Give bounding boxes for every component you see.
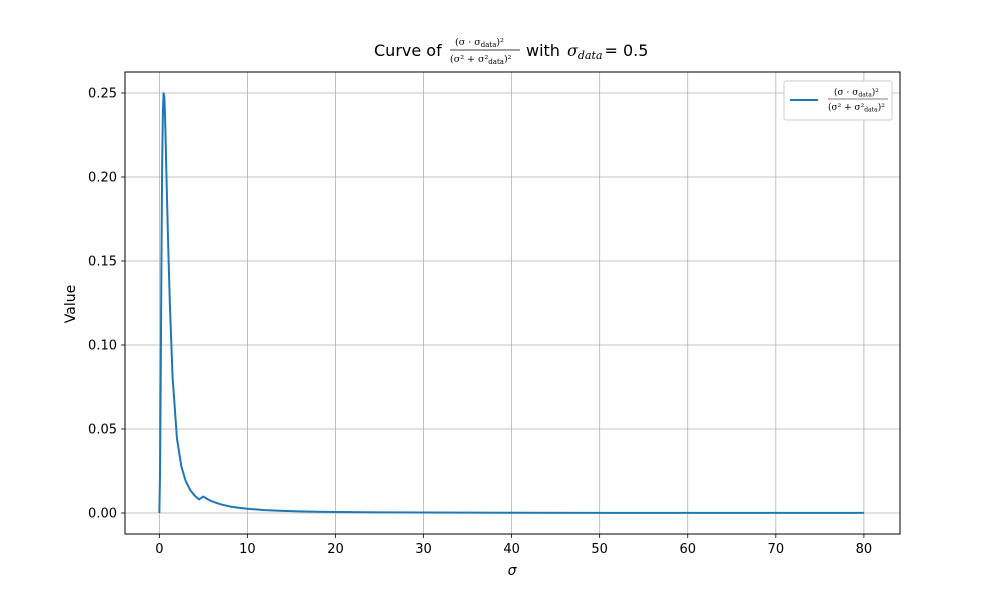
y-tick-label: 0.25 [88,87,117,102]
x-tick-label: 50 [591,542,608,557]
x-tick-label: 70 [768,542,785,557]
title-prefix: Curve of [374,41,442,60]
series-layer [158,92,864,514]
title-num-sub: data [481,41,497,49]
title-sigma-sub: data [578,49,603,62]
x-tick-label: 40 [503,542,520,557]
series-line [158,92,864,514]
x-tick-label: 30 [415,542,432,557]
x-tick-label: 10 [239,542,256,557]
title-sigma-data: σdata = 0.5 [567,41,648,62]
title-den-sub: data [488,58,504,66]
title-num-close: )² [496,37,504,48]
x-tick-label: 60 [679,542,696,557]
x-tick-label: 0 [155,542,163,557]
y-tick-label: 0.10 [88,339,117,354]
y-tick-label: 0.15 [88,255,117,270]
x-axis-label: σ [508,563,518,579]
title-den-close: )² [504,54,512,65]
chart-title: Curve of (σ · σdata)² (σ² + σ²data)² wit… [374,37,648,66]
title-den-main: (σ² + σ² [450,54,488,65]
legend-numerator: (σ · σdata)² [834,87,879,99]
legend: (σ · σdata)² (σ² + σ²data)² [783,80,893,121]
title-sigma: σ [567,41,579,60]
grid [125,72,900,534]
y-tick-label: 0.00 [88,507,117,522]
y-axis-ticks: 0.00 0.05 0.10 0.15 0.20 0.25 [88,87,125,522]
title-formula-denominator: (σ² + σ²data)² [450,54,512,66]
legend-box [783,80,893,121]
plot-frame [124,71,901,535]
title-middle: with [526,41,560,60]
y-axis-label: Value [63,285,79,323]
title-equals-value: = 0.5 [605,41,649,60]
x-axis-ticks: 0 10 20 30 40 50 60 70 80 [155,534,872,557]
y-tick-label: 0.05 [88,423,117,438]
legend-denominator: (σ² + σ²data)² [828,102,885,114]
y-tick-label: 0.20 [88,171,117,186]
title-formula-numerator: (σ · σdata)² [455,37,504,49]
title-num-main: (σ · σ [455,37,481,48]
x-tick-label: 80 [856,542,873,557]
x-tick-label: 20 [327,542,344,557]
